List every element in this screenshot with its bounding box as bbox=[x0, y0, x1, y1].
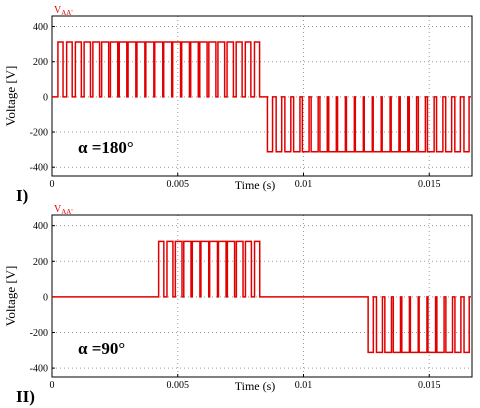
x-tick-label: 0.005 bbox=[166, 380, 189, 391]
plot-frame bbox=[51, 15, 473, 177]
panel-label: II) bbox=[16, 387, 35, 406]
legend-entry: VAA' bbox=[54, 5, 73, 17]
y-tick-label: 200 bbox=[33, 57, 48, 68]
panel-label: I) bbox=[16, 186, 28, 205]
alpha-annotation: α =180° bbox=[78, 138, 134, 157]
plot-frame bbox=[51, 214, 473, 378]
y-tick-label: -400 bbox=[30, 364, 48, 375]
series-line-vaa bbox=[52, 41, 471, 153]
chart-panel-1: 0 0.005 0.01 0.015 400 200 0 -200 -400 VAA' Voltag… bbox=[3, 5, 473, 205]
x-tick-label: 0 bbox=[50, 179, 55, 190]
y-tick-label: -200 bbox=[30, 328, 48, 339]
x-tick-label: 0.015 bbox=[418, 380, 441, 391]
y-tick-label: 0 bbox=[43, 292, 48, 303]
x-tick-label: 0.01 bbox=[295, 380, 313, 391]
x-axis-label: Time (s) bbox=[235, 379, 276, 393]
y-axis-label: Voltage [V] bbox=[3, 266, 18, 327]
y-tick-label: 400 bbox=[33, 221, 48, 232]
y-tick-label: 400 bbox=[33, 22, 48, 33]
y-tick-label: 0 bbox=[43, 92, 48, 103]
x-tick-label: 0.005 bbox=[166, 179, 189, 190]
y-tick-label: 200 bbox=[33, 257, 48, 268]
x-tick-label: 0.015 bbox=[418, 179, 441, 190]
y-tick-label: -400 bbox=[30, 163, 48, 174]
legend-entry: VAA' bbox=[54, 204, 73, 216]
x-axis-label: Time (s) bbox=[235, 178, 276, 192]
series-line-vaa bbox=[52, 240, 471, 354]
y-tick-label: -200 bbox=[30, 128, 48, 139]
y-axis-label: Voltage [V] bbox=[3, 66, 18, 127]
alpha-annotation: α =90° bbox=[78, 339, 125, 358]
x-tick-label: 0 bbox=[50, 380, 55, 391]
chart-panel-2: 0 0.005 0.01 0.015 400 200 0 -200 -400 VAA' Voltag… bbox=[3, 204, 473, 406]
x-tick-label: 0.01 bbox=[295, 179, 313, 190]
